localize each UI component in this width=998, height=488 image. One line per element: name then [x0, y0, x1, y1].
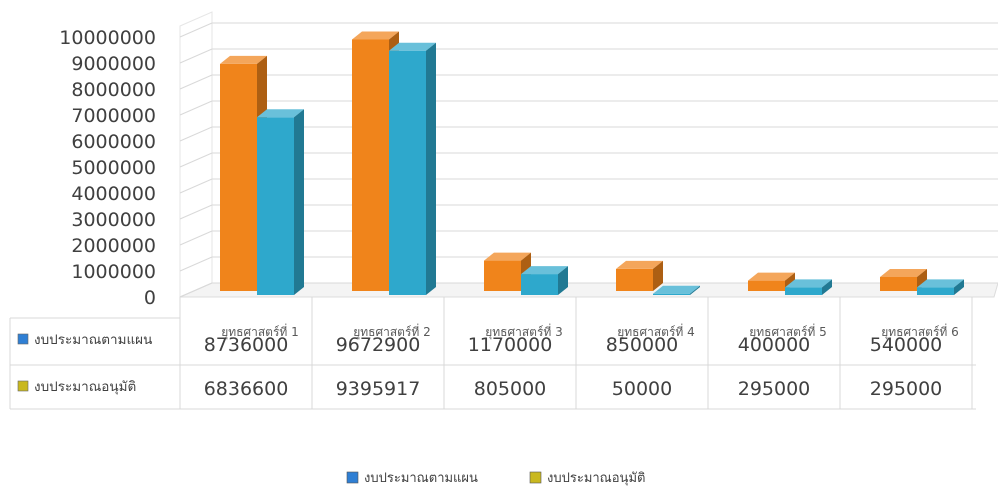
bar-front	[917, 287, 954, 295]
table-cell-value: 540000	[870, 334, 943, 356]
y-tick-label: 4000000	[71, 183, 156, 205]
table-cell-value: 805000	[474, 378, 547, 400]
bar-front	[257, 117, 294, 295]
y-tick-label: 10000000	[59, 27, 156, 49]
table-row-marker	[17, 333, 29, 345]
bar-top	[880, 268, 927, 277]
gridline-side	[179, 126, 213, 142]
bar-side	[294, 109, 304, 295]
bar	[785, 279, 832, 295]
gridline-side	[179, 48, 213, 64]
table-row-label: งบประมาณอนุมัติ	[34, 379, 136, 395]
table-cell-value: 9672900	[336, 334, 421, 356]
table-cell-value: 400000	[738, 334, 811, 356]
bar-front	[484, 260, 521, 291]
gridline-side	[179, 22, 213, 38]
bar-front	[653, 293, 690, 295]
gridline-side	[179, 74, 213, 90]
gridline-side	[179, 256, 213, 272]
side-wall	[179, 11, 213, 298]
y-axis-tick-labels: 0 1000000 2000000 3000000 4000000 5000000 6000…	[59, 27, 156, 309]
legend: งบประมาณตามแผน งบประมาณอนุมัติ	[346, 471, 645, 486]
bar-side	[690, 285, 700, 295]
bar-top	[521, 266, 568, 275]
bar-front	[616, 268, 653, 291]
table-cell-value: 850000	[606, 334, 679, 356]
bar-front	[785, 287, 822, 295]
bar-front	[748, 280, 785, 291]
x-category-label: ยุทธศาสตร์ที่ 4	[617, 323, 695, 340]
bar-front	[389, 50, 426, 295]
bar	[653, 285, 700, 295]
gridline-side	[179, 100, 213, 116]
table-cell-value: 1170000	[468, 334, 553, 356]
y-tick-label: 9000000	[71, 53, 156, 75]
y-tick-label: 0	[144, 287, 156, 309]
gridline-side	[179, 152, 213, 168]
bar-side	[954, 279, 964, 295]
y-tick-label: 1000000	[71, 261, 156, 283]
bar-side	[558, 266, 568, 295]
bar-top	[257, 109, 304, 118]
bar-top	[653, 285, 700, 294]
x-category-label: ยุทธศาสตร์ที่ 1	[221, 323, 299, 340]
bar	[521, 266, 568, 295]
gridline-side	[179, 282, 213, 298]
bar	[616, 260, 663, 291]
table-row-marker	[17, 380, 29, 392]
y-tick-label: 3000000	[71, 209, 156, 231]
gridline-side	[179, 204, 213, 220]
table-cell-value: 295000	[738, 378, 811, 400]
data-table: ยุทธศาสตร์ที่ 1 ยุทธศาสตร์ที่ 2 ยุทธศาสตร์…	[9, 297, 976, 410]
bar-top	[785, 279, 832, 288]
y-tick-label: 2000000	[71, 235, 156, 257]
bar-side	[426, 42, 436, 295]
bar-top	[352, 31, 399, 40]
table-cell-value: 50000	[612, 378, 672, 400]
table-cell-value: 9395917	[336, 378, 421, 400]
legend-label: งบประมาณตามแผน	[364, 471, 478, 486]
bar-top	[616, 260, 663, 269]
bar-top	[748, 272, 795, 281]
y-tick-label: 5000000	[71, 157, 156, 179]
table-cell-value: 6836600	[204, 378, 289, 400]
bar-top	[389, 42, 436, 51]
x-category-label: ยุทธศาสตร์ที่ 2	[353, 323, 431, 340]
gridline-side	[179, 230, 213, 246]
bar-front	[220, 63, 257, 291]
legend-label: งบประมาณอนุมัติ	[547, 471, 645, 486]
gridline-side	[179, 178, 213, 194]
bar	[484, 252, 531, 291]
x-category-label: ยุทธศาสตร์ที่ 5	[749, 323, 827, 340]
bar-top	[484, 252, 531, 261]
y-tick-label: 6000000	[71, 131, 156, 153]
table-cell-value: 295000	[870, 378, 943, 400]
bar-front	[880, 276, 917, 291]
bar	[257, 109, 304, 295]
x-category-label: ยุทธศาสตร์ที่ 3	[485, 323, 563, 340]
table-cell-value: 8736000	[204, 334, 289, 356]
bar-side	[822, 279, 832, 295]
y-tick-label: 8000000	[71, 79, 156, 101]
y-tick-label: 7000000	[71, 105, 156, 127]
bar-side	[653, 260, 663, 291]
bar-top	[917, 279, 964, 288]
legend-marker	[529, 471, 542, 484]
x-category-label: ยุทธศาสตร์ที่ 6	[881, 323, 959, 340]
bar	[389, 42, 436, 295]
bar-top	[220, 55, 267, 64]
bar-front	[352, 39, 389, 291]
bar-front	[521, 274, 558, 295]
legend-marker	[346, 471, 359, 484]
bars	[220, 31, 964, 295]
table-row-label: งบประมาณตามแผน	[34, 332, 152, 348]
gridlines	[179, 22, 998, 298]
bar	[917, 279, 964, 295]
